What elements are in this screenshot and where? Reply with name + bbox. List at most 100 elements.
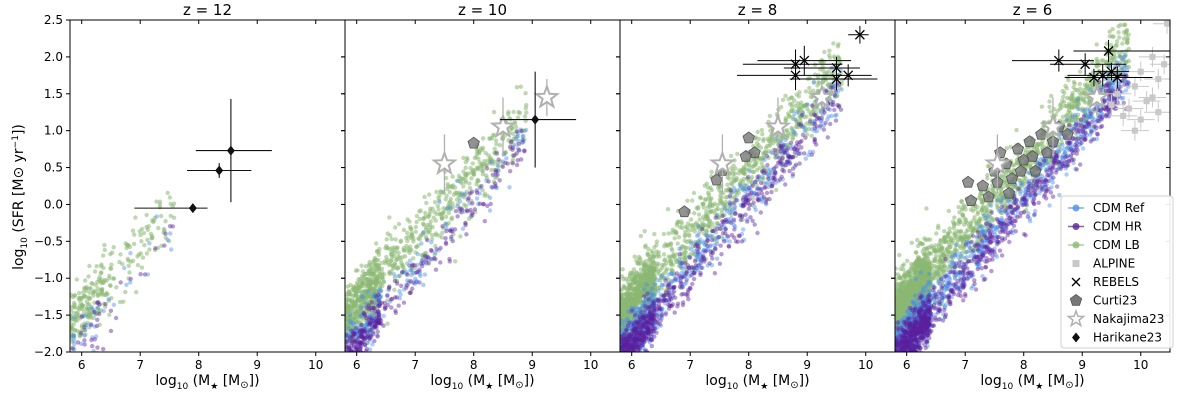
cdm-lb-point: [690, 244, 695, 249]
cdm-lb-point: [441, 225, 446, 231]
cdm-ref-point: [734, 188, 740, 193]
cdm-hr-point: [635, 321, 641, 326]
cdm-lb-point: [108, 283, 113, 288]
cdm-lb-point: [87, 296, 92, 301]
cdm-ref-point: [637, 320, 643, 325]
cdm-lb-point: [694, 220, 699, 226]
cdm-ref-point: [792, 111, 797, 117]
cdm-hr-point: [734, 197, 739, 203]
cdm-lb-point: [448, 196, 453, 202]
cdm-lb-point: [121, 299, 126, 304]
cdm-lb-point: [379, 276, 384, 281]
cdm-ref-point: [354, 328, 360, 334]
cdm-hr-point: [364, 316, 369, 321]
cdm-lb-point: [97, 322, 102, 327]
cdm-hr-point: [643, 304, 648, 309]
cdm-ref-point: [648, 314, 654, 319]
cdm-lb-point: [654, 239, 660, 244]
cdm-hr-point: [731, 217, 737, 222]
cdm-lb-point: [370, 273, 376, 279]
x-tick-label: 7: [686, 358, 694, 372]
cdm-ref-point: [817, 125, 823, 130]
cdm-hr-point: [772, 173, 777, 179]
cdm-lb-point: [453, 259, 458, 264]
cdm-hr-point: [780, 155, 785, 161]
cdm-lb-point: [646, 289, 651, 294]
cdm-lb-point: [727, 206, 732, 212]
cdm-ref-point: [679, 284, 684, 289]
cdm-ref-point: [728, 209, 734, 215]
cdm-hr-point: [785, 146, 791, 151]
cdm-lb-point: [633, 297, 638, 302]
cdm-ref-point: [638, 325, 643, 330]
cdm-lb-point: [644, 302, 649, 307]
cdm-hr-point: [641, 324, 646, 329]
cdm-ref-point: [695, 251, 701, 257]
cdm-ref-point: [620, 343, 624, 348]
cdm-ref-point: [836, 104, 841, 110]
cdm-ref-point: [620, 342, 623, 347]
cdm-lb-point: [407, 250, 412, 255]
cdm-hr-point: [79, 314, 85, 319]
cdm-lb-point: [669, 246, 674, 251]
cdm-lb-point: [367, 268, 372, 274]
cdm-hr-point: [377, 303, 382, 309]
cdm-lb-point: [785, 135, 790, 141]
cdm-lb-point: [470, 161, 475, 166]
cdm-ref-point: [669, 271, 674, 276]
cdm-hr-point: [392, 295, 398, 300]
cdm-hr-point: [97, 311, 102, 317]
cdm-lb-point: [109, 295, 114, 301]
cdm-ref-point: [351, 328, 357, 333]
cdm-lb-point: [408, 226, 413, 232]
cdm-hr-point: [376, 298, 382, 303]
cdm-ref-point: [627, 327, 633, 332]
cdm-hr-point: [627, 341, 632, 346]
cdm-lb-point: [90, 310, 95, 315]
cdm-hr-point: [680, 302, 686, 308]
cdm-lb-point: [715, 212, 720, 217]
cdm-lb-point: [100, 292, 105, 297]
cdm-lb-point: [71, 300, 77, 306]
cdm-ref-point: [723, 227, 728, 232]
cdm-lb-point: [460, 176, 465, 182]
cdm-hr-point: [630, 334, 635, 339]
cdm-lb-point: [628, 270, 633, 275]
cdm-lb-point: [463, 178, 469, 183]
cdm-ref-point: [756, 194, 761, 199]
cdm-ref-point: [832, 94, 838, 100]
cdm-lb-point: [632, 274, 637, 280]
cdm-ref-point: [628, 348, 634, 352]
cdm-lb-point: [110, 250, 115, 255]
cdm-hr-point: [624, 328, 629, 333]
cdm-lb-point: [132, 232, 137, 237]
cdm-lb-point: [822, 49, 827, 55]
cdm-hr-point: [667, 295, 673, 300]
cdm-hr-point: [95, 300, 100, 306]
cdm-ref-point: [785, 152, 791, 158]
cdm-lb-point: [735, 151, 740, 157]
cdm-ref-point: [404, 282, 409, 287]
cdm-hr-point: [746, 206, 752, 211]
cdm-ref-point: [638, 346, 643, 352]
cdm-hr-point: [668, 303, 673, 309]
cdm-ref-point: [621, 346, 626, 351]
cdm-hr-point: [814, 117, 820, 122]
x-axis-title-part: 10: [177, 382, 189, 392]
cdm-hr-point: [459, 210, 464, 215]
cdm-hr-point: [484, 166, 490, 171]
cdm-hr-point: [784, 162, 789, 168]
cdm-lb-point: [620, 333, 624, 338]
cdm-hr-point: [666, 302, 671, 308]
cdm-ref-point: [725, 217, 730, 222]
cdm-ref-point: [789, 146, 794, 151]
cdm-hr-point: [631, 343, 636, 348]
cdm-hr-point: [627, 343, 633, 348]
cdm-lb-point: [740, 217, 745, 222]
cdm-lb-point: [637, 308, 642, 313]
cdm-lb-point: [696, 239, 701, 244]
cdm-hr-point: [628, 345, 633, 351]
cdm-ref-points: [71, 214, 174, 352]
cdm-hr-point: [408, 290, 413, 296]
cdm-hr-point: [373, 323, 378, 328]
